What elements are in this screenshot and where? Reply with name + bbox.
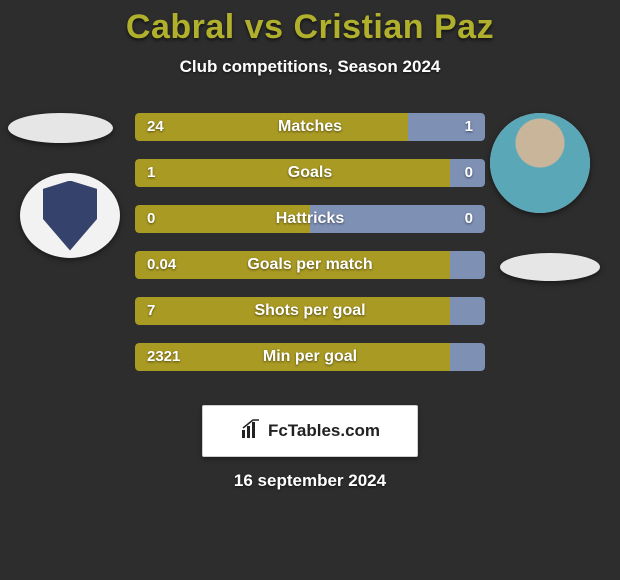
- stat-value-left: 2321: [147, 343, 180, 371]
- subtitle: Club competitions, Season 2024: [0, 57, 620, 77]
- stat-label: Goals per match: [135, 251, 485, 279]
- stat-bars: Matches241Goals10Hattricks00Goals per ma…: [135, 113, 485, 389]
- stat-row: Shots per goal7: [135, 297, 485, 325]
- stat-value-right: 1: [465, 113, 473, 141]
- right-player-avatar-ellipse: [500, 253, 600, 281]
- stat-label: Goals: [135, 159, 485, 187]
- stat-label: Hattricks: [135, 205, 485, 233]
- stat-row: Goals1 0: [135, 159, 485, 187]
- source-badge[interactable]: FcTables.com: [202, 405, 418, 457]
- left-player-avatar-ellipse: [8, 113, 113, 143]
- stat-value-left: 24: [147, 113, 164, 141]
- stat-label: Min per goal: [135, 343, 485, 371]
- stat-value-left: 0.04: [147, 251, 176, 279]
- stat-label: Shots per goal: [135, 297, 485, 325]
- date-label: 16 september 2024: [0, 471, 620, 491]
- stat-row: Goals per match0.04: [135, 251, 485, 279]
- stat-value-right: 0: [465, 205, 473, 233]
- stat-value-left: 1: [147, 159, 155, 187]
- comparison-content: Matches241Goals10Hattricks00Goals per ma…: [0, 113, 620, 393]
- fctables-logo-icon: [240, 418, 262, 445]
- page-title: Cabral vs Cristian Paz: [0, 0, 620, 47]
- stat-label: Matches: [135, 113, 485, 141]
- person-icon: [490, 113, 590, 213]
- shield-icon: [40, 181, 100, 251]
- stat-value-left: 7: [147, 297, 155, 325]
- left-player-club-badge: [20, 173, 120, 258]
- stat-value-left: 0: [147, 205, 155, 233]
- stat-row: Matches24 1: [135, 113, 485, 141]
- source-brand-text: FcTables.com: [268, 421, 380, 441]
- right-player-photo: [490, 113, 590, 213]
- stat-value-right: 0: [465, 159, 473, 187]
- stat-row: Min per goal2321: [135, 343, 485, 371]
- stat-row: Hattricks0 0: [135, 205, 485, 233]
